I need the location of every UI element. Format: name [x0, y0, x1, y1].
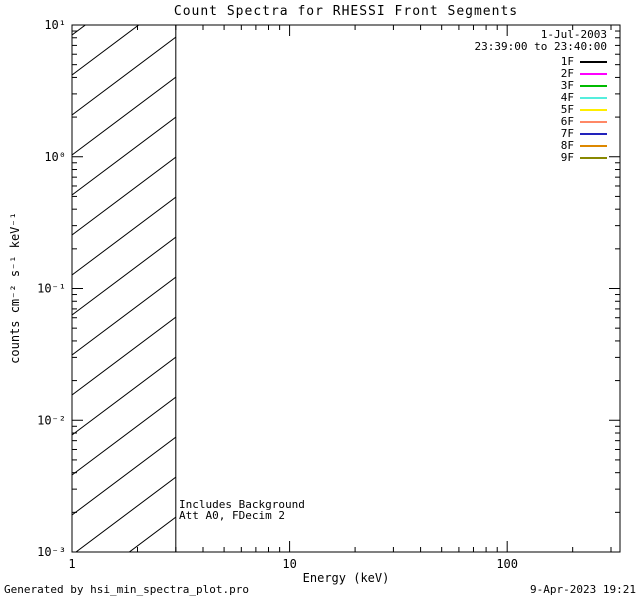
legend-color-line	[580, 157, 607, 159]
legend-entry: 8F	[475, 140, 607, 152]
legend-entry: 6F	[475, 116, 607, 128]
svg-text:10⁻²: 10⁻²	[37, 413, 66, 427]
legend-entry: 7F	[475, 128, 607, 140]
legend-entry-label: 4F	[560, 91, 574, 104]
legend-entry: 1F	[475, 56, 607, 68]
legend-color-line	[580, 145, 607, 147]
legend-entry-label: 5F	[560, 103, 574, 116]
legend-color-line	[580, 61, 607, 63]
svg-text:10: 10	[282, 557, 296, 571]
legend-color-line	[580, 109, 607, 111]
legend-color-line	[580, 73, 607, 75]
svg-text:10⁻³: 10⁻³	[37, 545, 66, 559]
legend-entry: 9F	[475, 152, 607, 164]
legend-entry-label: 6F	[560, 115, 574, 128]
legend-time-range: 23:39:00 to 23:40:00	[474, 40, 607, 53]
legend: 1-Jul-2003 23:39:00 to 23:40:00 1F 2F 3F 4F…	[475, 29, 607, 164]
legend-entry: 4F	[475, 92, 607, 104]
annotation-includes-background: Includes Background	[179, 498, 305, 511]
legend-color-line	[580, 85, 607, 87]
svg-text:10⁻¹: 10⁻¹	[37, 282, 66, 296]
legend-entry-label: 1F	[560, 55, 574, 68]
legend-entry-label: 2F	[560, 67, 574, 80]
annotation-attenuator-state: Att A0, FDecim 2	[179, 509, 285, 522]
y-axis-label: counts cm⁻² s⁻¹ keV⁻¹	[8, 212, 22, 364]
legend-entry: 3F	[475, 80, 607, 92]
legend-entry-label: 7F	[560, 127, 574, 140]
svg-text:10⁰: 10⁰	[44, 150, 66, 164]
svg-text:100: 100	[496, 557, 518, 571]
legend-entry: 2F	[475, 68, 607, 80]
footer-timestamp: 9-Apr-2023 19:21	[530, 583, 636, 596]
plot-title: Count Spectra for RHESSI Front Segments	[173, 4, 519, 19]
svg-text:10¹: 10¹	[44, 18, 66, 32]
legend-color-line	[580, 121, 607, 123]
legend-entries: 1F 2F 3F 4F 5F 6F 7F 8F 9F	[475, 56, 607, 164]
legend-color-line	[580, 133, 607, 135]
x-axis-label: Energy (keV)	[302, 571, 390, 585]
svg-text:1: 1	[68, 557, 75, 571]
footer-generator: Generated by hsi_min_spectra_plot.pro	[4, 583, 250, 596]
legend-entry-label: 9F	[560, 151, 574, 164]
legend-entry-label: 8F	[560, 139, 574, 152]
legend-color-line	[580, 97, 607, 99]
legend-date: 1-Jul-2003	[540, 28, 607, 41]
legend-entry-label: 3F	[560, 79, 574, 92]
legend-entry: 5F	[475, 104, 607, 116]
